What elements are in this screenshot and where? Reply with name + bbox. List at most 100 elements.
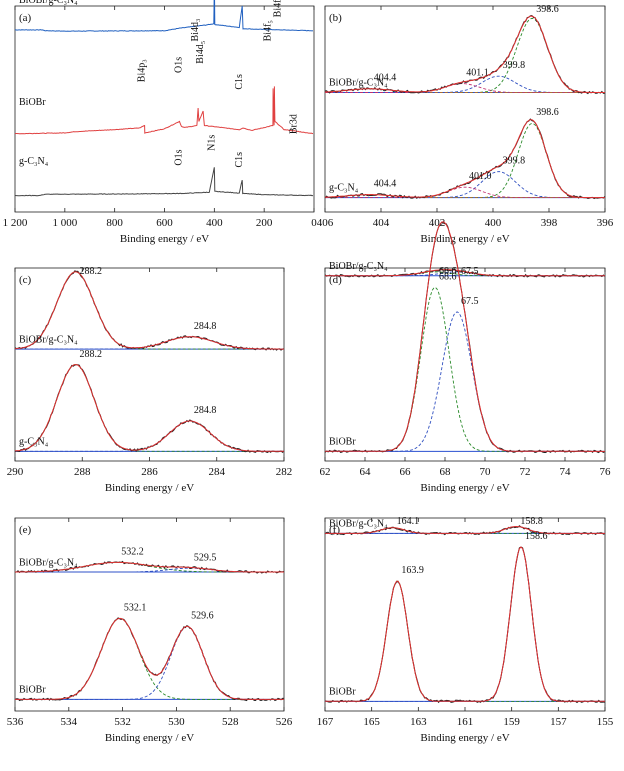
panel-label: (b) — [329, 12, 342, 24]
sample-label: BiOBr — [19, 685, 46, 696]
peak-label: 68.6 — [439, 266, 457, 277]
x-tick-label: 404 — [373, 217, 390, 229]
sample-label: g-C₃N₄ — [19, 437, 49, 448]
x-tick-label: 284 — [209, 466, 226, 478]
x-tick-label: 532 — [114, 716, 131, 728]
series-label: BiOBr/g-C₃N₄ — [19, 0, 78, 6]
x-tick-label: 62 — [320, 466, 331, 478]
x-tick-label: 163 — [410, 716, 427, 728]
peak-label: 532.2 — [121, 547, 144, 558]
x-tick-label: 68 — [440, 466, 452, 478]
sample-label: BiOBr/g-C₃N₄ — [329, 261, 388, 272]
fit-line — [325, 221, 605, 452]
peak-label: 404.4 — [374, 178, 397, 189]
peak-label: O1s — [173, 149, 184, 165]
component-line — [325, 186, 605, 199]
peak-label: 67.5 — [461, 266, 479, 277]
x-axis-label: Binding energy / eV — [105, 732, 194, 744]
x-tick-label: 70 — [480, 466, 492, 478]
component-line — [325, 546, 605, 702]
x-tick-label: 536 — [7, 716, 24, 728]
series-line-1 — [14, 86, 314, 135]
peak-label: C1s — [234, 74, 245, 90]
peak-label: 399.8 — [503, 60, 525, 71]
peak-label: 164.1 — [397, 516, 420, 527]
panel-label: (f) — [329, 524, 340, 536]
series-label: g-C₃N₄ — [19, 156, 49, 167]
series-line-0 — [15, 0, 314, 32]
plot-frame — [324, 517, 606, 712]
x-tick-label: 159 — [503, 716, 520, 728]
plot-frame — [324, 267, 606, 462]
sample-label: BiOBr/g-C₃N₄ — [19, 557, 78, 568]
peak-label: 284.8 — [194, 321, 217, 332]
series-label: BiOBr — [19, 97, 46, 108]
x-tick-label: 64 — [360, 466, 372, 478]
fit-line — [324, 15, 605, 93]
peak-label: 529.6 — [191, 611, 214, 622]
x-tick-label: 157 — [550, 716, 567, 728]
x-tick-label: 400 — [485, 217, 502, 229]
component-line — [325, 122, 605, 199]
component-line — [14, 364, 284, 452]
plot-frame — [324, 5, 606, 213]
peak-label: 158.6 — [525, 531, 548, 542]
sample-label: BiOBr — [329, 687, 356, 698]
peak-label: Bi4p₃ — [137, 59, 148, 82]
raw-spectrum-line — [14, 364, 285, 453]
chart-panel-1: 406 404 402 400 398 396 Binding energy / eV (b)… — [317, 4, 614, 245]
x-tick-label: 0 — [311, 217, 317, 229]
peak-label: 284.8 — [194, 405, 217, 416]
chart-panel-2: 290 288 286 284 282 Binding energy / eV (c) BiO… — [7, 266, 293, 494]
x-tick-label: 76 — [600, 466, 612, 478]
raw-spectrum-line — [324, 546, 605, 704]
fit-line — [14, 271, 284, 350]
fit-line — [325, 546, 605, 702]
panel-label: (e) — [19, 524, 32, 536]
component-line — [325, 580, 605, 702]
component-line — [325, 311, 605, 452]
sample-label: BiOBr/g-C₃N₄ — [329, 77, 388, 88]
chart-panel-4: 536 534 532 530 528 526 Binding energy / eV (e)… — [7, 517, 293, 744]
peak-label: 68.6 — [439, 272, 457, 283]
component-line — [325, 83, 605, 93]
peak-label: 532.1 — [124, 603, 147, 614]
peak-label: 404.4 — [374, 73, 397, 84]
peak-label: O1s — [173, 57, 184, 73]
fit-line — [325, 269, 605, 277]
x-tick-label: 286 — [141, 466, 158, 478]
peak-label: 529.5 — [194, 552, 217, 563]
peak-label: 288.2 — [80, 266, 103, 277]
x-tick-label: 534 — [61, 716, 78, 728]
peak-label: N1s — [206, 135, 217, 151]
chart-panel-5: 167 165 163 161 159 157 155 Binding energy / eV… — [317, 516, 614, 744]
x-tick-label: 528 — [222, 716, 239, 728]
component-line — [15, 617, 284, 700]
x-tick-label: 1 000 — [52, 217, 77, 229]
x-axis-label: Binding energy / eV — [420, 482, 509, 494]
peak-label: 398.6 — [536, 107, 559, 118]
peak-label: 398.6 — [536, 4, 559, 15]
peak-label: 67.5 — [461, 296, 479, 307]
x-tick-label: 74 — [560, 466, 572, 478]
x-tick-label: 290 — [7, 466, 24, 478]
fit-line — [15, 617, 284, 700]
x-tick-label: 288 — [74, 466, 91, 478]
fit-line — [14, 364, 284, 452]
x-tick-label: 396 — [597, 217, 614, 229]
component-line — [14, 271, 284, 350]
series-line-2 — [14, 167, 314, 197]
x-tick-label: 800 — [106, 217, 123, 229]
x-tick-label: 282 — [276, 466, 293, 478]
sample-label: BiOBr/g-C₃N₄ — [329, 519, 388, 530]
raw-spectrum-line — [324, 118, 606, 200]
x-tick-label: 161 — [457, 716, 474, 728]
sample-label: BiOBr/g-C₃N₄ — [19, 334, 78, 345]
peak-label: 399.8 — [503, 155, 525, 166]
panel-label: (a) — [19, 12, 32, 24]
x-tick-label: 402 — [429, 217, 446, 229]
peak-label: Bi4f₇ — [272, 0, 283, 17]
x-tick-label: 398 — [541, 217, 558, 229]
peak-label: Bi4d₅ — [195, 41, 206, 64]
x-tick-label: 66 — [400, 466, 412, 478]
